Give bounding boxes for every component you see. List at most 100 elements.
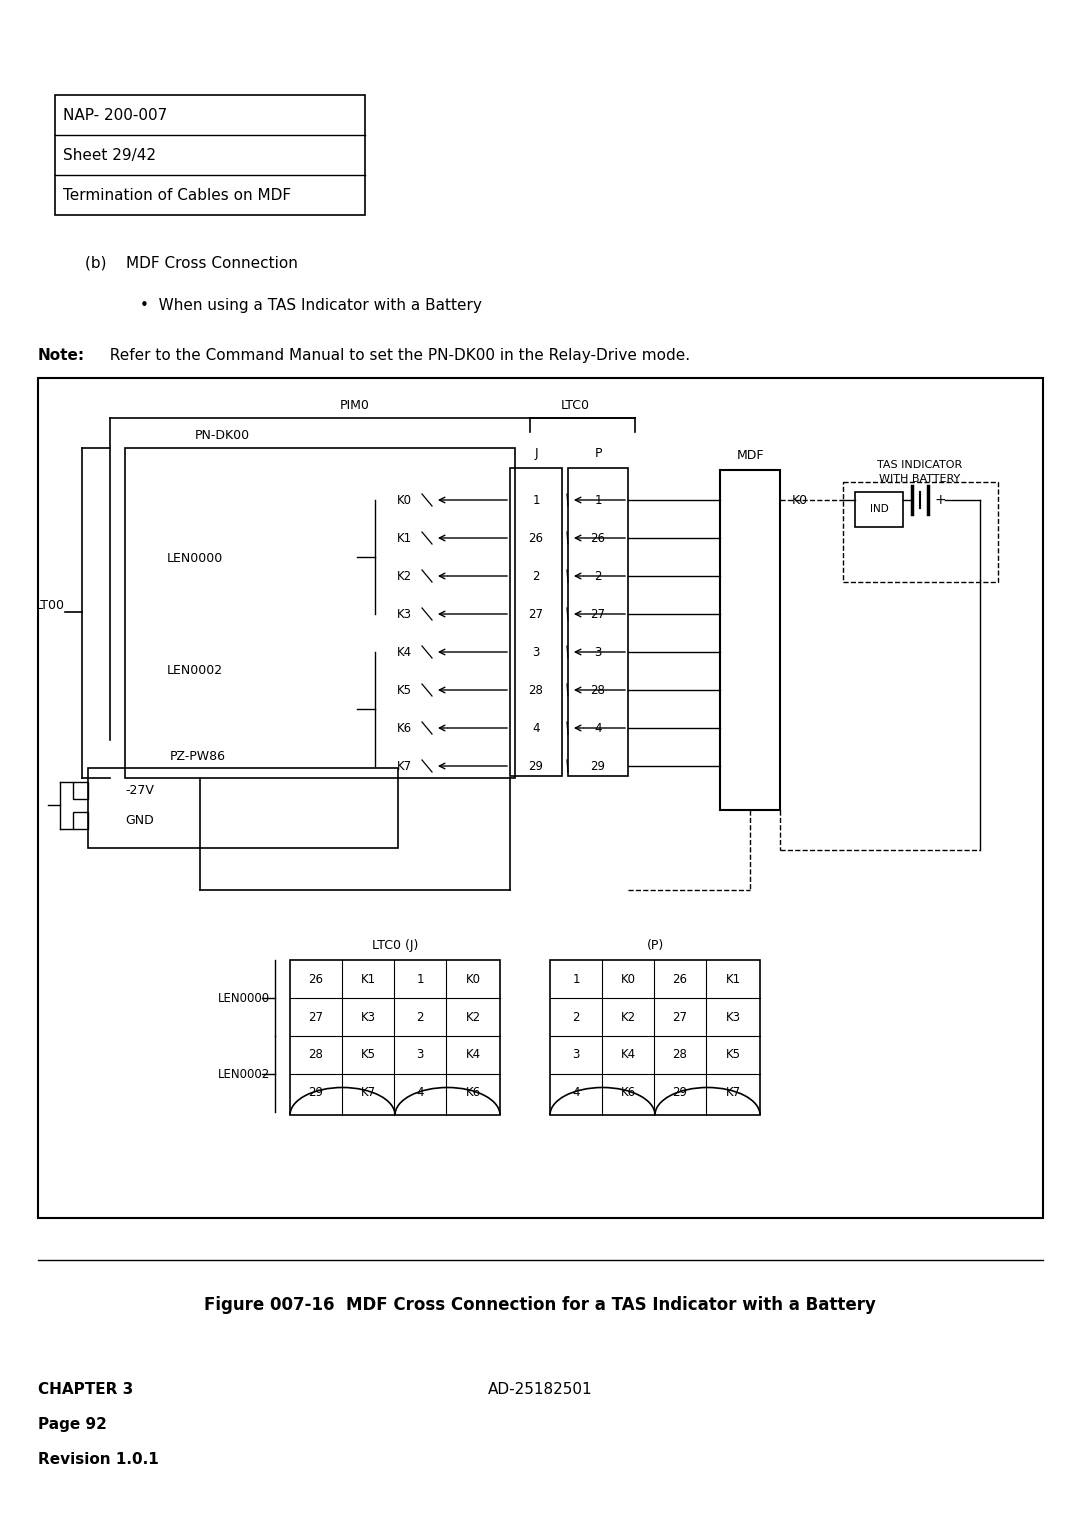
Bar	[125, 448, 515, 778]
Text: TAS INDICATOR: TAS INDICATOR	[877, 460, 962, 471]
Text: K5: K5	[726, 1048, 741, 1062]
Text: K6: K6	[465, 1086, 481, 1100]
Bar	[843, 481, 998, 582]
Text: K1: K1	[726, 972, 741, 986]
Text: WITH BATTERY: WITH BATTERY	[879, 474, 960, 484]
Text: 27: 27	[673, 1010, 688, 1024]
Text: 2: 2	[532, 570, 540, 582]
Text: 3: 3	[416, 1048, 423, 1062]
Bar	[568, 468, 627, 776]
Text: K6: K6	[397, 721, 413, 735]
Text: K4: K4	[620, 1048, 635, 1062]
Text: CHAPTER 3: CHAPTER 3	[38, 1383, 133, 1398]
Text: 28: 28	[309, 1048, 323, 1062]
Text: K3: K3	[726, 1010, 741, 1024]
Text: K1: K1	[397, 532, 413, 544]
Text: 2: 2	[572, 1010, 580, 1024]
Text: K0: K0	[621, 972, 635, 986]
Text: 3: 3	[532, 645, 540, 659]
Text: 4: 4	[416, 1086, 423, 1100]
Text: LEN0000: LEN0000	[218, 992, 270, 1004]
Text: 26: 26	[673, 972, 688, 986]
Text: 26: 26	[309, 972, 324, 986]
Text: 29: 29	[673, 1086, 688, 1100]
Text: -27V: -27V	[125, 784, 153, 796]
Text: K5: K5	[361, 1048, 376, 1062]
Text: 27: 27	[528, 608, 543, 620]
Text: PZ-PW86: PZ-PW86	[170, 750, 226, 762]
Bar	[73, 782, 87, 799]
Text: 3: 3	[572, 1048, 580, 1062]
Text: 27: 27	[309, 1010, 324, 1024]
Text: K4: K4	[397, 645, 413, 659]
Text: 29: 29	[528, 759, 543, 773]
Text: 1: 1	[572, 972, 580, 986]
Bar	[55, 95, 365, 215]
Text: K7: K7	[397, 759, 413, 773]
Text: 4: 4	[594, 721, 602, 735]
Text: LTC0 (J): LTC0 (J)	[372, 938, 418, 952]
Text: NAP- 200-007: NAP- 200-007	[63, 107, 167, 122]
Text: MDF: MDF	[737, 449, 764, 461]
Text: K0: K0	[397, 494, 411, 506]
Text: LEN0000: LEN0000	[167, 552, 224, 564]
Text: (b)    MDF Cross Connection: (b) MDF Cross Connection	[85, 255, 298, 270]
Text: 26: 26	[591, 532, 606, 544]
Bar	[291, 960, 500, 1115]
Text: 29: 29	[591, 759, 606, 773]
Text: K4: K4	[465, 1048, 481, 1062]
Text: AD-25182501: AD-25182501	[488, 1383, 592, 1398]
Text: K2: K2	[620, 1010, 635, 1024]
Text: LEN0002: LEN0002	[167, 663, 224, 677]
Bar	[38, 377, 1043, 1218]
Bar	[87, 769, 399, 848]
Bar	[73, 811, 87, 830]
Text: K0: K0	[792, 494, 808, 506]
Text: 1: 1	[416, 972, 423, 986]
Bar	[550, 960, 760, 1115]
Text: K2: K2	[465, 1010, 481, 1024]
Text: 26: 26	[528, 532, 543, 544]
Bar	[720, 471, 780, 810]
Text: •  When using a TAS Indicator with a Battery: • When using a TAS Indicator with a Batt…	[140, 298, 482, 313]
Text: K5: K5	[397, 683, 411, 697]
Text: 2: 2	[416, 1010, 423, 1024]
Text: Termination of Cables on MDF: Termination of Cables on MDF	[63, 188, 292, 203]
Text: (P): (P)	[646, 938, 663, 952]
Text: +: +	[935, 494, 947, 507]
Text: 4: 4	[532, 721, 540, 735]
Text: 3: 3	[594, 645, 602, 659]
Text: 28: 28	[591, 683, 606, 697]
Text: LTC0: LTC0	[561, 399, 590, 411]
Text: K6: K6	[620, 1086, 635, 1100]
Text: P: P	[594, 446, 602, 460]
Text: LT00: LT00	[36, 599, 65, 611]
Bar	[510, 468, 562, 776]
Text: PN-DK00: PN-DK00	[195, 428, 251, 442]
Text: LEN0002: LEN0002	[218, 1068, 270, 1080]
Text: 27: 27	[591, 608, 606, 620]
Text: Revision 1.0.1: Revision 1.0.1	[38, 1453, 159, 1467]
Text: K0: K0	[465, 972, 481, 986]
Bar	[855, 492, 903, 527]
Text: K7: K7	[726, 1086, 741, 1100]
Text: K1: K1	[361, 972, 376, 986]
Text: 1: 1	[532, 494, 540, 506]
Text: Refer to the Command Manual to set the PN-DK00 in the Relay-Drive mode.: Refer to the Command Manual to set the P…	[100, 347, 690, 362]
Text: K3: K3	[361, 1010, 376, 1024]
Text: PIM0: PIM0	[340, 399, 370, 411]
Text: 28: 28	[528, 683, 543, 697]
Text: 1: 1	[594, 494, 602, 506]
Text: 4: 4	[572, 1086, 580, 1100]
Text: 29: 29	[309, 1086, 324, 1100]
Text: Sheet 29/42: Sheet 29/42	[63, 148, 156, 162]
Text: Figure 007-16  MDF Cross Connection for a TAS Indicator with a Battery: Figure 007-16 MDF Cross Connection for a…	[204, 1296, 876, 1314]
Text: IND: IND	[869, 504, 889, 513]
Text: J: J	[535, 446, 538, 460]
Text: 28: 28	[673, 1048, 688, 1062]
Text: K2: K2	[397, 570, 413, 582]
Text: Note:: Note:	[38, 347, 85, 362]
Text: K3: K3	[397, 608, 411, 620]
Text: GND: GND	[125, 813, 153, 827]
Text: K7: K7	[361, 1086, 376, 1100]
